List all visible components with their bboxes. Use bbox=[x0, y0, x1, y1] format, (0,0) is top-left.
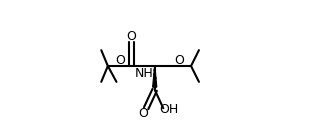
Text: O: O bbox=[174, 54, 184, 67]
Text: O: O bbox=[139, 107, 148, 120]
Text: NH: NH bbox=[135, 67, 154, 80]
Text: O: O bbox=[127, 30, 137, 43]
Polygon shape bbox=[153, 66, 157, 87]
Text: O: O bbox=[116, 54, 125, 67]
Text: OH: OH bbox=[159, 103, 178, 116]
